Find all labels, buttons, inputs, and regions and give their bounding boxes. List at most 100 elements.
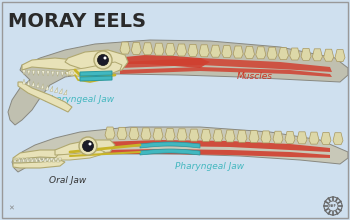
Polygon shape (335, 50, 345, 62)
Polygon shape (39, 158, 42, 162)
Polygon shape (222, 46, 232, 58)
Polygon shape (37, 71, 40, 76)
Polygon shape (154, 43, 164, 55)
Polygon shape (27, 80, 30, 85)
Circle shape (94, 51, 112, 69)
Polygon shape (309, 132, 319, 144)
Polygon shape (52, 158, 55, 162)
Polygon shape (273, 131, 283, 143)
Polygon shape (32, 81, 35, 86)
Polygon shape (22, 70, 26, 75)
Polygon shape (38, 158, 41, 162)
Polygon shape (321, 132, 331, 144)
Polygon shape (201, 129, 211, 141)
Polygon shape (165, 44, 175, 56)
Polygon shape (333, 133, 343, 145)
Polygon shape (32, 70, 35, 75)
Polygon shape (26, 158, 29, 162)
Polygon shape (34, 158, 37, 162)
Polygon shape (63, 90, 67, 95)
Polygon shape (177, 129, 187, 141)
Polygon shape (153, 128, 163, 140)
Polygon shape (100, 140, 330, 152)
Polygon shape (297, 132, 307, 144)
Polygon shape (13, 150, 68, 162)
Polygon shape (188, 44, 198, 56)
Polygon shape (50, 86, 53, 91)
Text: ✕: ✕ (8, 206, 14, 212)
Polygon shape (105, 127, 115, 139)
Circle shape (98, 55, 108, 66)
Text: Pharyngeal Jaw: Pharyngeal Jaw (175, 162, 245, 171)
Polygon shape (233, 46, 243, 58)
Polygon shape (56, 158, 60, 162)
Polygon shape (46, 158, 49, 162)
Text: Oral Jaw: Oral Jaw (49, 176, 87, 185)
Polygon shape (59, 89, 62, 94)
Polygon shape (45, 85, 48, 90)
Polygon shape (115, 55, 210, 68)
Polygon shape (165, 128, 175, 141)
Polygon shape (80, 71, 112, 76)
Polygon shape (12, 127, 348, 172)
Circle shape (79, 137, 97, 155)
Polygon shape (30, 158, 33, 162)
Polygon shape (58, 158, 62, 162)
Polygon shape (213, 130, 223, 142)
Circle shape (83, 141, 93, 152)
Polygon shape (51, 71, 54, 76)
Polygon shape (27, 70, 30, 75)
Polygon shape (56, 72, 59, 76)
Polygon shape (290, 48, 300, 60)
Polygon shape (35, 158, 38, 162)
Polygon shape (120, 67, 332, 77)
Circle shape (89, 143, 91, 145)
Polygon shape (66, 72, 69, 77)
Polygon shape (261, 131, 271, 143)
Polygon shape (143, 43, 153, 55)
Polygon shape (244, 46, 254, 58)
Polygon shape (177, 44, 187, 56)
Polygon shape (199, 45, 209, 57)
Polygon shape (22, 58, 80, 71)
Polygon shape (237, 130, 247, 142)
Polygon shape (120, 58, 332, 72)
Polygon shape (36, 82, 39, 88)
Polygon shape (48, 158, 51, 162)
Polygon shape (18, 158, 21, 162)
Polygon shape (211, 45, 220, 57)
Polygon shape (22, 158, 25, 162)
Polygon shape (22, 158, 25, 162)
Polygon shape (131, 42, 141, 54)
Polygon shape (140, 149, 200, 155)
Polygon shape (18, 82, 72, 112)
Polygon shape (55, 150, 105, 160)
Polygon shape (22, 79, 26, 84)
Polygon shape (117, 127, 127, 139)
Polygon shape (249, 131, 259, 143)
Polygon shape (54, 87, 57, 92)
Polygon shape (13, 160, 65, 168)
Polygon shape (225, 130, 235, 142)
Polygon shape (65, 50, 128, 72)
Polygon shape (324, 49, 334, 61)
Polygon shape (278, 48, 288, 60)
Polygon shape (140, 142, 200, 148)
Polygon shape (47, 71, 49, 76)
Text: NSF: NSF (329, 204, 337, 208)
Polygon shape (189, 129, 199, 141)
Polygon shape (100, 149, 330, 158)
Polygon shape (50, 158, 53, 162)
Polygon shape (26, 158, 29, 162)
Text: MORAY EELS: MORAY EELS (8, 12, 146, 31)
Polygon shape (14, 158, 16, 162)
Polygon shape (70, 72, 74, 77)
Polygon shape (141, 128, 151, 140)
Polygon shape (256, 47, 266, 59)
Polygon shape (267, 47, 277, 59)
Polygon shape (44, 158, 47, 162)
Polygon shape (129, 128, 139, 140)
Polygon shape (55, 140, 115, 155)
Polygon shape (285, 132, 295, 143)
Polygon shape (41, 84, 44, 89)
